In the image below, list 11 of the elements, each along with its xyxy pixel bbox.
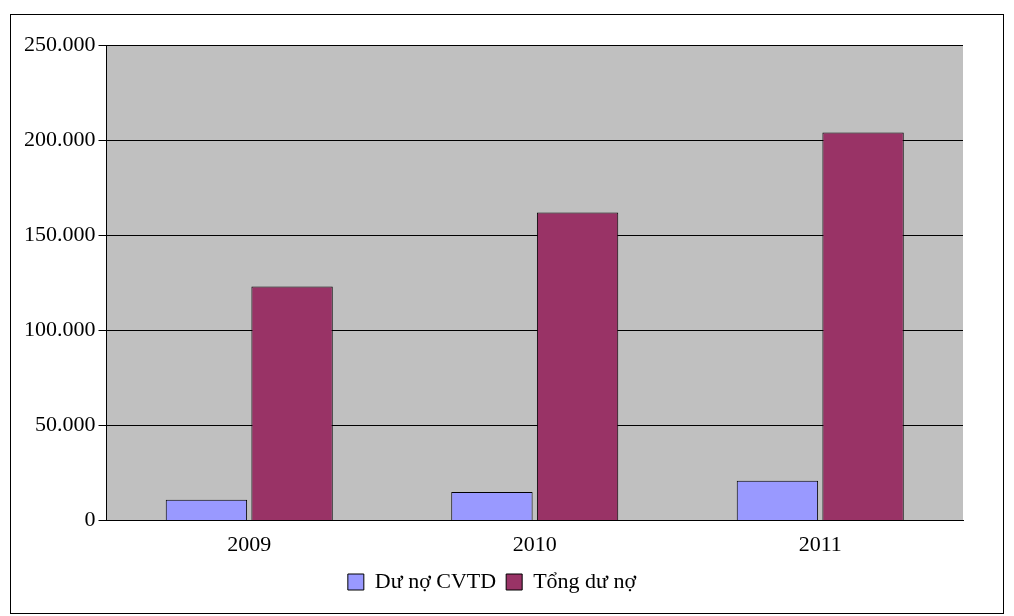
y-tick-label: 250.000 bbox=[24, 30, 96, 56]
y-tick-label: 150.000 bbox=[24, 221, 96, 247]
x-tick-label: 2009 bbox=[227, 530, 272, 556]
legend-label: Tổng dư nợ bbox=[533, 567, 637, 593]
y-tick-label: 50.000 bbox=[35, 411, 96, 437]
y-tick-label: 200.000 bbox=[24, 125, 96, 151]
y-tick-label: 100.000 bbox=[24, 316, 96, 342]
y-tick-label: 0 bbox=[84, 506, 96, 532]
x-tick-label: 2011 bbox=[798, 530, 842, 556]
legend-label: Dư nợ CVTD bbox=[374, 567, 497, 593]
x-tick-label: 2010 bbox=[512, 530, 557, 556]
